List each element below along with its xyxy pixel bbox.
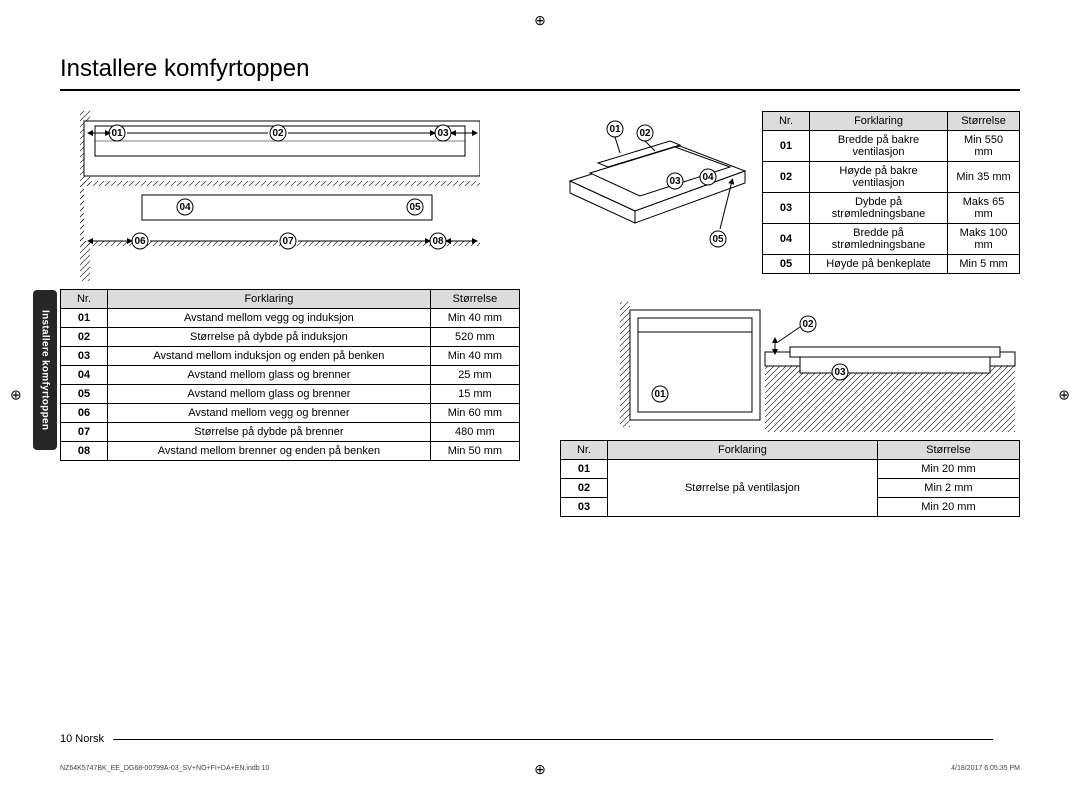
doc-timestamp: 4/18/2017 6:05:35 PM [951,765,1020,772]
diagram-top-view: 01 02 03 04 05 06 07 08 [60,111,480,281]
svg-text:03: 03 [669,176,681,187]
page-footer: 10 Norsk [60,733,993,745]
svg-text:01: 01 [654,389,666,400]
table-row: 03Avstand mellom induksjon og enden på b… [61,347,520,366]
table-row: 02Størrelse på dybde på induksjon520 mm [61,328,520,347]
table-header: Nr. [561,441,608,460]
svg-text:04: 04 [179,202,191,213]
table-dimensions-2: Nr. Forklaring Størrelse 01Bredde på bak… [762,111,1020,274]
table-row: 01Bredde på bakre ventilasjonMin 550 mm [763,131,1020,162]
svg-text:08: 08 [432,236,444,247]
diagram-iso-view: 01 02 03 04 05 [560,111,750,261]
page-number: 10 Norsk [60,733,104,745]
svg-text:05: 05 [712,234,724,245]
doc-filename: NZ64K5747BK_EE_DG68-00799A-03_SV+NO+FI+D… [60,765,269,772]
svg-text:03: 03 [437,128,449,139]
page-title: Installere komfyrtoppen [60,55,1020,91]
table-header: Forklaring [608,441,878,460]
table-row: 05Høyde på benkeplateMin 5 mm [763,255,1020,274]
svg-text:07: 07 [282,236,294,247]
table-header: Nr. [763,112,810,131]
table-row: 01Avstand mellom vegg og induksjonMin 40… [61,309,520,328]
table-row: 03Dybde på strømledningsbaneMaks 65 mm [763,193,1020,224]
svg-text:01: 01 [609,124,621,135]
side-tab: Installere komfyrtoppen [33,290,57,450]
table-dimensions-3: Nr. Forklaring Størrelse 01 Størrelse på… [560,440,1020,517]
table-header: Forklaring [810,112,948,131]
table-row: 04Bredde på strømledningsbaneMaks 100 mm [763,224,1020,255]
svg-text:03: 03 [834,367,846,378]
table-row: 05Avstand mellom glass og brenner15 mm [61,385,520,404]
svg-text:04: 04 [702,172,714,183]
table-row: 04Avstand mellom glass og brenner25 mm [61,366,520,385]
table-header: Størrelse [877,441,1019,460]
svg-text:02: 02 [802,319,814,330]
reg-mark: ⊕ [534,761,546,778]
svg-text:06: 06 [134,236,146,247]
svg-text:02: 02 [272,128,284,139]
table-dimensions-1: Nr. Forklaring Størrelse 01Avstand mello… [60,289,520,461]
table-row: 01 Størrelse på ventilasjon Min 20 mm [561,460,1020,479]
table-header: Forklaring [108,290,431,309]
table-header: Nr. [61,290,108,309]
table-header: Størrelse [430,290,519,309]
table-header: Størrelse [948,112,1020,131]
table-row: 07Størrelse på dybde på brenner480 mm [61,423,520,442]
diagram-section-view: 01 02 03 [560,292,1020,432]
svg-text:05: 05 [409,202,421,213]
table-row: 06Avstand mellom vegg og brennerMin 60 m… [61,404,520,423]
svg-text:02: 02 [639,128,651,139]
table-row: 08Avstand mellom brenner og enden på ben… [61,442,520,461]
table-row: 02Høyde på bakre ventilasjonMin 35 mm [763,162,1020,193]
svg-text:01: 01 [111,128,123,139]
